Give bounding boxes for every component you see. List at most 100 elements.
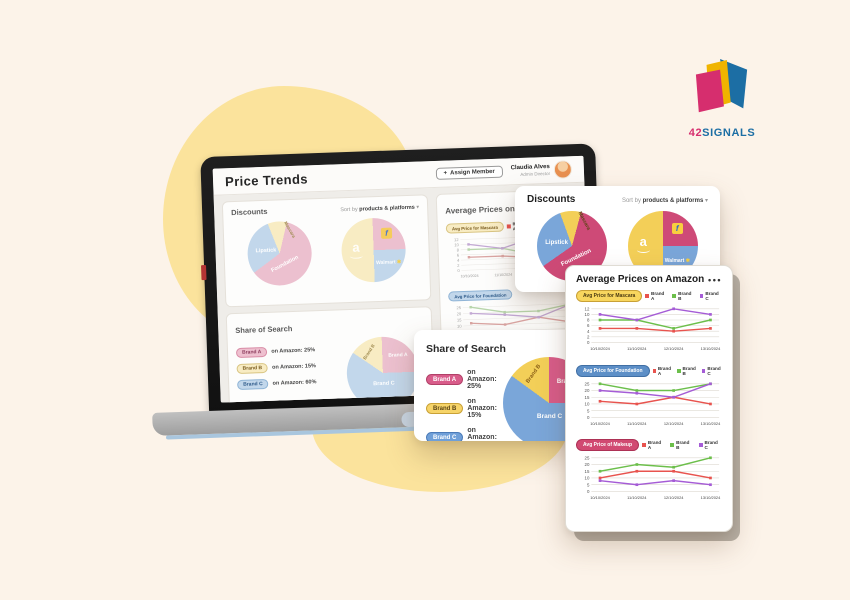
chart-legend: Brand A Brand B Brand C: [642, 440, 722, 450]
svg-text:10: 10: [454, 242, 459, 247]
legend-swatch: [670, 443, 675, 448]
svg-text:11/10/2024: 11/10/2024: [494, 273, 512, 278]
legend-item: Brand A: [642, 440, 665, 450]
legend-swatch: [672, 294, 677, 298]
brand-a-badge: Brand A: [426, 374, 464, 385]
card-title: Average Prices on: [445, 204, 515, 216]
avatar[interactable]: [553, 160, 573, 179]
svg-text:6: 6: [457, 252, 460, 257]
chart-badge: Avg Price for Mascara: [445, 221, 504, 234]
svg-text:10: 10: [457, 324, 462, 329]
plus-icon: +: [443, 170, 448, 177]
svg-text:10: 10: [585, 476, 590, 481]
mascara-chart-block: Avg Price for Mascara Brand A Brand B Bran…: [576, 290, 722, 360]
floating-average-prices-card: Average Prices on Amazon ••• Avg Price f…: [565, 265, 733, 532]
legend-item: Brand C: [699, 291, 722, 301]
flipkart-icon: f: [380, 227, 393, 239]
svg-text:12/10/2024: 12/10/2024: [664, 496, 684, 501]
brand-name: 42SIGNALS: [688, 127, 756, 139]
legend-item: Brand C: [702, 366, 722, 376]
svg-text:25: 25: [585, 381, 590, 386]
svg-text:11/10/2024: 11/10/2024: [627, 496, 647, 501]
card-title: Share of Search: [426, 343, 506, 355]
svg-text:0: 0: [587, 340, 590, 345]
walmart-icon: Walmart ✱: [375, 259, 402, 267]
svg-text:5: 5: [587, 408, 590, 413]
svg-text:10: 10: [585, 312, 590, 317]
brand-b-badge: Brand B: [426, 403, 464, 414]
card-title: Discounts: [231, 206, 268, 218]
svg-text:12: 12: [454, 237, 459, 242]
legend-swatch: [677, 368, 681, 373]
svg-text:0: 0: [457, 268, 460, 273]
legend-swatch: [699, 294, 704, 298]
svg-text:15: 15: [585, 469, 590, 474]
brand-logo: 42SIGNALS: [686, 58, 758, 139]
legend-item: Brand B: [677, 366, 697, 376]
svg-text:13/10/2024: 13/10/2024: [701, 496, 721, 501]
svg-text:20: 20: [585, 388, 590, 393]
legend-swatch: [652, 368, 656, 373]
svg-text:10/10/2024: 10/10/2024: [590, 346, 610, 351]
discounts-products-pie: Mascara Lipstick Foundation: [246, 220, 313, 287]
svg-text:2: 2: [457, 263, 460, 268]
svg-text:25: 25: [456, 305, 461, 310]
legend-item: Brand A: [652, 366, 673, 376]
svg-text:11/10/2024: 11/10/2024: [627, 421, 647, 426]
amazon-icon: a: [349, 240, 363, 259]
sort-by-dropdown[interactable]: Sort by products & platforms ▾: [621, 198, 708, 204]
brand-b-badge: Brand B: [236, 362, 269, 375]
brand-a-badge: Brand A: [235, 346, 268, 359]
legend-swatch: [642, 443, 646, 448]
makeup-line-chart: 0 5 10 15 20 25 10/10/2024 11/10/2024 12/10/2024…: [576, 453, 722, 509]
svg-text:4: 4: [457, 258, 460, 263]
svg-text:15: 15: [585, 395, 590, 400]
svg-text:4: 4: [587, 329, 590, 334]
chart-legend: Brand A Brand B Brand C: [645, 291, 722, 301]
svg-text:8: 8: [457, 247, 460, 252]
svg-text:2: 2: [587, 334, 590, 339]
chevron-down-icon: ▾: [414, 204, 420, 211]
chart-legend: Brand A Brand B Brand C: [652, 366, 722, 376]
svg-text:25: 25: [585, 456, 590, 461]
svg-text:12/10/2024: 12/10/2024: [664, 346, 684, 351]
mascara-line-chart: 0 2 4 6 8 10 12 10/10/2024 11/10/2024 12/10/2024 1…: [576, 304, 722, 360]
page-title: Price Trends: [224, 170, 309, 189]
amazon-icon: a: [636, 235, 650, 253]
chart-badge: Avg Price for Foundation: [576, 364, 650, 377]
svg-text:10: 10: [585, 401, 590, 406]
svg-text:15: 15: [457, 317, 462, 322]
chart-badge: Avg Price for Foundation: [448, 289, 513, 302]
svg-text:10/10/2024: 10/10/2024: [460, 274, 478, 279]
svg-text:5: 5: [587, 483, 590, 488]
svg-text:8: 8: [587, 318, 590, 323]
flipkart-icon: f: [671, 223, 683, 234]
legend-swatch: [645, 294, 650, 298]
svg-text:0: 0: [587, 489, 590, 494]
svg-text:10/10/2024: 10/10/2024: [590, 421, 610, 426]
more-menu-icon[interactable]: •••: [708, 274, 722, 285]
card-title: Share of Search: [235, 324, 293, 336]
legend-item: Brand C: [698, 440, 722, 450]
brand-c-badge: Brand C: [426, 432, 464, 441]
svg-text:6: 6: [587, 323, 590, 328]
foundation-line-chart: 0 5 10 15 20 25 10/10/2024 11/10/2024 12/10/2024…: [576, 379, 722, 435]
card-title: Discounts: [527, 194, 576, 205]
svg-text:20: 20: [457, 311, 462, 316]
user-chip[interactable]: Claudia Alves Admin Director: [510, 160, 573, 180]
cube-logo-icon: [695, 59, 748, 113]
svg-text:13/10/2024: 13/10/2024: [701, 421, 721, 426]
legend-item: Brand B: [670, 440, 693, 450]
walmart-icon: Walmart ✱: [664, 258, 690, 264]
assign-member-button[interactable]: + Assign Member: [435, 165, 503, 180]
legend-item: Brand A: [645, 291, 667, 301]
legend-item: Brand B: [672, 291, 694, 301]
svg-text:20: 20: [585, 463, 590, 468]
share-of-search-pie: Brand A Brand B Brand C: [345, 335, 421, 403]
sort-by-dropdown[interactable]: Sort by products & platforms ▾: [340, 204, 420, 214]
